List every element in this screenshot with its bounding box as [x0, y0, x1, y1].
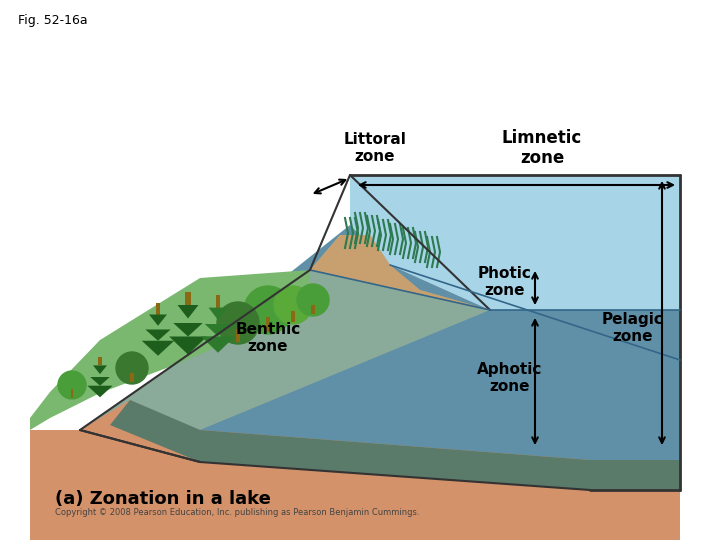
Text: Limnetic
zone: Limnetic zone: [502, 129, 582, 167]
Text: Littoral
zone: Littoral zone: [343, 132, 406, 164]
Text: Photic
zone: Photic zone: [478, 266, 532, 298]
Circle shape: [116, 352, 148, 384]
Polygon shape: [90, 377, 109, 386]
Polygon shape: [149, 314, 167, 326]
Polygon shape: [156, 303, 160, 314]
Polygon shape: [174, 323, 203, 336]
Polygon shape: [291, 310, 295, 322]
Polygon shape: [80, 235, 490, 430]
Polygon shape: [490, 175, 680, 460]
Text: Pelagic
zone: Pelagic zone: [602, 312, 664, 344]
Circle shape: [274, 286, 312, 324]
Text: (a) Zonation in a lake: (a) Zonation in a lake: [55, 490, 271, 508]
Circle shape: [217, 302, 259, 344]
Circle shape: [58, 371, 86, 399]
Polygon shape: [350, 175, 680, 310]
Polygon shape: [186, 292, 191, 305]
Polygon shape: [145, 329, 171, 341]
Polygon shape: [71, 389, 73, 397]
Polygon shape: [130, 373, 134, 382]
Text: Benthic
zone: Benthic zone: [235, 322, 301, 354]
Polygon shape: [236, 329, 240, 342]
Polygon shape: [87, 386, 112, 397]
Polygon shape: [30, 200, 680, 540]
Polygon shape: [310, 235, 490, 310]
Polygon shape: [201, 336, 235, 353]
Polygon shape: [266, 317, 271, 332]
Text: Aphotic
zone: Aphotic zone: [477, 362, 543, 394]
Polygon shape: [93, 366, 107, 374]
Polygon shape: [169, 336, 207, 354]
Polygon shape: [142, 341, 174, 356]
Text: Copyright © 2008 Pearson Education, Inc. publishing as Pearson Benjamin Cummings: Copyright © 2008 Pearson Education, Inc.…: [55, 508, 420, 517]
Polygon shape: [216, 295, 220, 308]
Polygon shape: [209, 308, 228, 320]
Polygon shape: [110, 400, 680, 490]
Polygon shape: [311, 305, 315, 314]
Polygon shape: [30, 270, 310, 430]
Polygon shape: [99, 357, 102, 366]
Circle shape: [297, 284, 329, 316]
Polygon shape: [130, 225, 680, 460]
Text: Fig. 52-16a: Fig. 52-16a: [18, 14, 88, 27]
Polygon shape: [204, 324, 231, 336]
Polygon shape: [178, 305, 199, 319]
Circle shape: [244, 286, 292, 334]
